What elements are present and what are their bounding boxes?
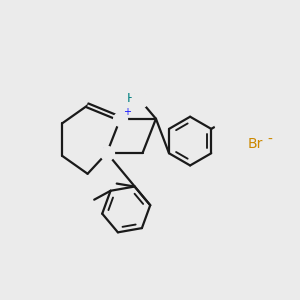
Text: O: O: [138, 92, 148, 105]
Text: F: F: [218, 117, 225, 130]
Text: H: H: [127, 92, 136, 105]
Text: Br: Br: [248, 137, 263, 151]
Text: N: N: [116, 112, 125, 125]
Text: N: N: [102, 146, 112, 160]
Text: -: -: [267, 133, 272, 147]
Text: +: +: [123, 107, 131, 117]
